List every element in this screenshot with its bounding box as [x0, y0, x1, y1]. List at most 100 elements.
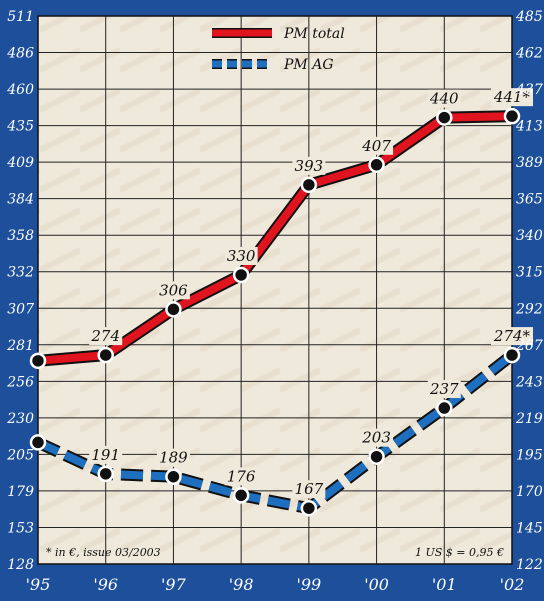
right-tick-label: 267 [515, 338, 543, 354]
left-tick-label: 486 [6, 46, 34, 62]
left-tick-label: 409 [6, 155, 34, 171]
right-axis: 485 462 437 413 389 365 340 315 292 267 243 219 195 1… [515, 9, 543, 573]
data-point [368, 448, 385, 465]
x-tick-label: '02 [500, 575, 525, 594]
data-point [300, 499, 318, 517]
left-tick-label: 332 [7, 265, 34, 281]
left-tick-label: 230 [6, 411, 34, 427]
x-tick-label: '95 [26, 575, 51, 594]
right-tick-label: 413 [515, 119, 543, 135]
x-axis: '95 '96 '97 '98 '99 '00 '01 '02 [26, 575, 525, 594]
right-tick-label: 122 [516, 557, 543, 573]
data-point [97, 465, 114, 483]
data-point [436, 399, 453, 417]
legend-label: PM AG [283, 57, 334, 73]
left-tick-label: 281 [6, 338, 34, 354]
data-label-background [89, 445, 123, 464]
plot-frame [37, 15, 513, 565]
right-tick-label: 462 [515, 46, 543, 62]
data-point [300, 176, 318, 194]
right-tick-label: 437 [515, 82, 543, 98]
data-label: 203 [361, 429, 391, 447]
left-tick-label: 205 [6, 447, 34, 463]
right-tick-label: 145 [516, 520, 543, 536]
series-line [37, 112, 513, 365]
data-label-background [427, 89, 461, 108]
data-label-background [156, 281, 190, 300]
data-label-background [360, 428, 394, 447]
data-label-background [491, 327, 533, 346]
left-tick-label: 153 [7, 520, 34, 536]
left-tick-label: 256 [6, 374, 34, 390]
data-point [503, 346, 521, 364]
data-label: 167 [295, 480, 324, 498]
left-tick-label: 460 [6, 82, 34, 98]
exchange-rate-note: 1 US $ = 0,95 € [415, 546, 504, 559]
currency-note: * in €, issue 03/2003 [46, 546, 161, 559]
series-line [36, 351, 515, 513]
x-tick-label: '96 [93, 575, 118, 594]
data-label: 306 [159, 281, 188, 299]
data-point [165, 468, 182, 485]
right-tick-label: 219 [515, 411, 543, 427]
right-tick-label: 170 [516, 484, 543, 500]
legend-item-pm-total: PM total [212, 26, 345, 42]
right-tick-label: 315 [516, 265, 543, 281]
left-tick-label: 435 [6, 119, 34, 135]
right-tick-label: 389 [516, 155, 543, 171]
data-point [165, 301, 182, 318]
series-layer: 274 306 330 393 407 440 441* 191 189 176 167 203 237… [29, 88, 533, 517]
x-tick-label: '97 [161, 575, 187, 594]
legend-label: PM total [283, 26, 345, 42]
series-pm-ag: 191 189 176 167 203 237 274* [29, 327, 533, 517]
data-label: 407 [361, 137, 391, 155]
data-label-background [224, 467, 258, 486]
data-point [368, 156, 385, 174]
data-label: 274* [493, 327, 531, 345]
x-tick-label: '99 [296, 575, 321, 594]
data-label-background [427, 380, 461, 399]
data-label-background [156, 448, 190, 467]
data-point [232, 487, 250, 504]
data-label: 189 [159, 449, 188, 467]
left-tick-label: 179 [7, 484, 34, 500]
x-tick-label: '00 [364, 575, 389, 594]
left-axis: 511 486 460 435 409 384 358 332 307 281 256 230 205 1… [6, 9, 34, 573]
data-label-background [360, 136, 394, 155]
left-tick-label: 358 [7, 228, 34, 244]
right-tick-label: 340 [516, 228, 543, 244]
data-point [29, 434, 47, 451]
legend-item-pm-ag: PM AG [212, 57, 334, 73]
left-tick-label: 128 [7, 557, 34, 573]
x-tick-label: '98 [229, 575, 254, 594]
data-label: 330 [227, 247, 256, 265]
data-label: 441* [493, 88, 531, 106]
right-tick-label: 485 [515, 9, 543, 25]
legend: PM total PM AG [212, 26, 345, 73]
data-label-background [491, 88, 533, 107]
right-tick-label: 292 [515, 301, 543, 317]
data-label: 176 [227, 467, 256, 485]
data-label: 393 [295, 157, 324, 175]
left-tick-label: 307 [7, 301, 34, 317]
series-pm-total: 274 306 330 393 407 440 441* [29, 88, 533, 370]
data-point [436, 109, 453, 126]
data-point [232, 266, 250, 284]
data-point [503, 107, 521, 125]
left-tick-label: 384 [7, 192, 34, 208]
data-point [97, 346, 114, 364]
right-tick-label: 365 [516, 192, 543, 208]
data-label: 440 [429, 90, 459, 108]
left-tick-label: 511 [7, 9, 34, 25]
x-tick-label: '01 [432, 575, 457, 594]
data-label: 274 [90, 327, 120, 345]
data-label-background [224, 246, 258, 265]
data-label-background [89, 327, 123, 346]
data-label-background [292, 156, 326, 175]
right-tick-label: 195 [516, 447, 543, 463]
data-point [29, 352, 47, 370]
data-label-background [292, 480, 326, 499]
data-label: 191 [91, 446, 120, 464]
